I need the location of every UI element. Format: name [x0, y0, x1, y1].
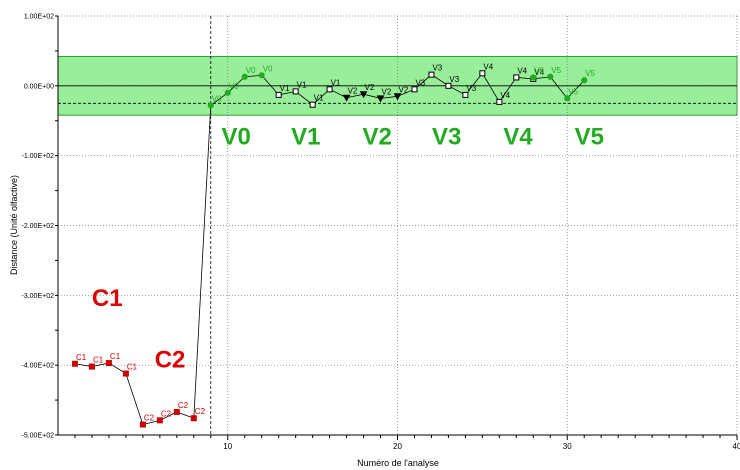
y-tick-label: -4.00E+02	[22, 363, 55, 370]
group-label-C1: C1	[92, 285, 123, 312]
x-axis-title: Numéro de l'analyse	[357, 458, 439, 468]
point-label-V3: V3	[466, 84, 476, 93]
y-tick-label: 1.00E+02	[24, 14, 54, 21]
x-tick-label: 20	[393, 442, 402, 451]
group-label-C2: C2	[155, 346, 186, 373]
point-V3	[445, 82, 452, 89]
point-label-V0: V0	[212, 94, 222, 103]
point-V2	[393, 93, 402, 101]
y-tick-label: -3.00E+02	[22, 293, 55, 300]
group-label-V0: V0	[222, 123, 251, 150]
point-label-C1: C1	[127, 363, 138, 372]
point-V3	[462, 91, 469, 98]
point-label-V2: V2	[348, 87, 358, 96]
group-label-V2: V2	[362, 123, 391, 150]
point-label-V1: V1	[280, 84, 290, 93]
point-label-V3: V3	[415, 78, 425, 87]
point-V2	[342, 94, 351, 102]
point-V5	[564, 95, 571, 102]
point-label-V4: V4	[500, 91, 510, 100]
point-V2	[376, 95, 385, 103]
point-label-V4: V4	[534, 68, 544, 77]
y-axis-title: Distance (Unité olfactive)	[9, 175, 19, 275]
point-V0	[224, 89, 231, 96]
point-C1	[122, 370, 129, 377]
point-V0	[207, 102, 214, 109]
point-C1	[88, 363, 95, 370]
point-label-V5: V5	[534, 66, 544, 75]
group-label-V4: V4	[503, 123, 533, 150]
group-label-V5: V5	[575, 123, 604, 150]
point-label-C2: C2	[161, 409, 172, 418]
point-C2	[156, 417, 163, 424]
point-V4	[496, 98, 503, 105]
point-label-V5: V5	[585, 69, 595, 78]
point-label-V2: V2	[382, 87, 392, 96]
y-tick-label: -1.00E+02	[22, 153, 55, 160]
x-tick-label: 30	[563, 442, 572, 451]
point-label-V0: V0	[229, 82, 239, 91]
point-V1	[309, 101, 316, 108]
point-label-C1: C1	[110, 352, 121, 361]
y-tick-label: -5.00E+02	[22, 433, 55, 440]
point-V5	[547, 73, 554, 80]
point-V1	[275, 91, 282, 98]
x-tick-label: 10	[223, 442, 232, 451]
point-label-C2: C2	[195, 407, 206, 416]
reference-lines-layer	[58, 16, 737, 435]
point-V5	[581, 77, 588, 84]
point-C2	[139, 421, 146, 428]
point-label-V5: V5	[551, 66, 561, 75]
point-V5	[530, 74, 537, 81]
point-label-V4: V4	[517, 66, 527, 75]
y-tick-label: -2.00E+02	[22, 223, 55, 230]
point-C2	[173, 408, 180, 415]
point-V3	[428, 71, 435, 78]
point-label-V2: V2	[365, 83, 375, 92]
x-tick-label: 40	[733, 442, 740, 451]
point-label-C1: C1	[93, 356, 104, 365]
point-label-V0: V0	[246, 66, 256, 75]
point-V2	[359, 91, 368, 99]
y-tick-label: 0.00E+00	[24, 83, 54, 90]
axis-layer: 1.00E+02 0.00E+00 -1.00E+02 -2.00E+02 -3.00E…	[22, 14, 740, 452]
point-V4	[513, 74, 520, 81]
point-label-V3: V3	[449, 75, 459, 84]
point-label-V5: V5	[568, 87, 578, 96]
point-label-V1: V1	[331, 78, 341, 87]
point-label-V0: V0	[263, 64, 273, 73]
point-C2	[190, 415, 197, 422]
point-label-V4: V4	[483, 62, 493, 71]
point-C1	[105, 360, 112, 367]
point-label-C2: C2	[178, 401, 189, 410]
series-layer	[71, 70, 588, 428]
point-label-C1: C1	[76, 353, 87, 362]
point-V4	[479, 70, 486, 77]
point-label-V1: V1	[314, 94, 324, 103]
label-layer: C1 C1 C1 C1 C2 C2 C2 C2 V0 V0 V0 V0 V1 V1 V1 V1 V2 V2 V2 V2…	[76, 62, 604, 422]
group-label-V3: V3	[432, 123, 461, 150]
group-label-V1: V1	[291, 123, 320, 150]
point-label-V2: V2	[399, 85, 409, 94]
point-label-C2: C2	[144, 414, 155, 423]
point-V1	[326, 86, 333, 93]
point-V0	[241, 73, 248, 80]
point-V3	[411, 86, 418, 93]
point-V0	[258, 72, 265, 79]
point-label-V3: V3	[432, 64, 442, 73]
point-V1	[292, 88, 299, 95]
point-C1	[71, 360, 78, 367]
point-label-V1: V1	[297, 80, 307, 89]
